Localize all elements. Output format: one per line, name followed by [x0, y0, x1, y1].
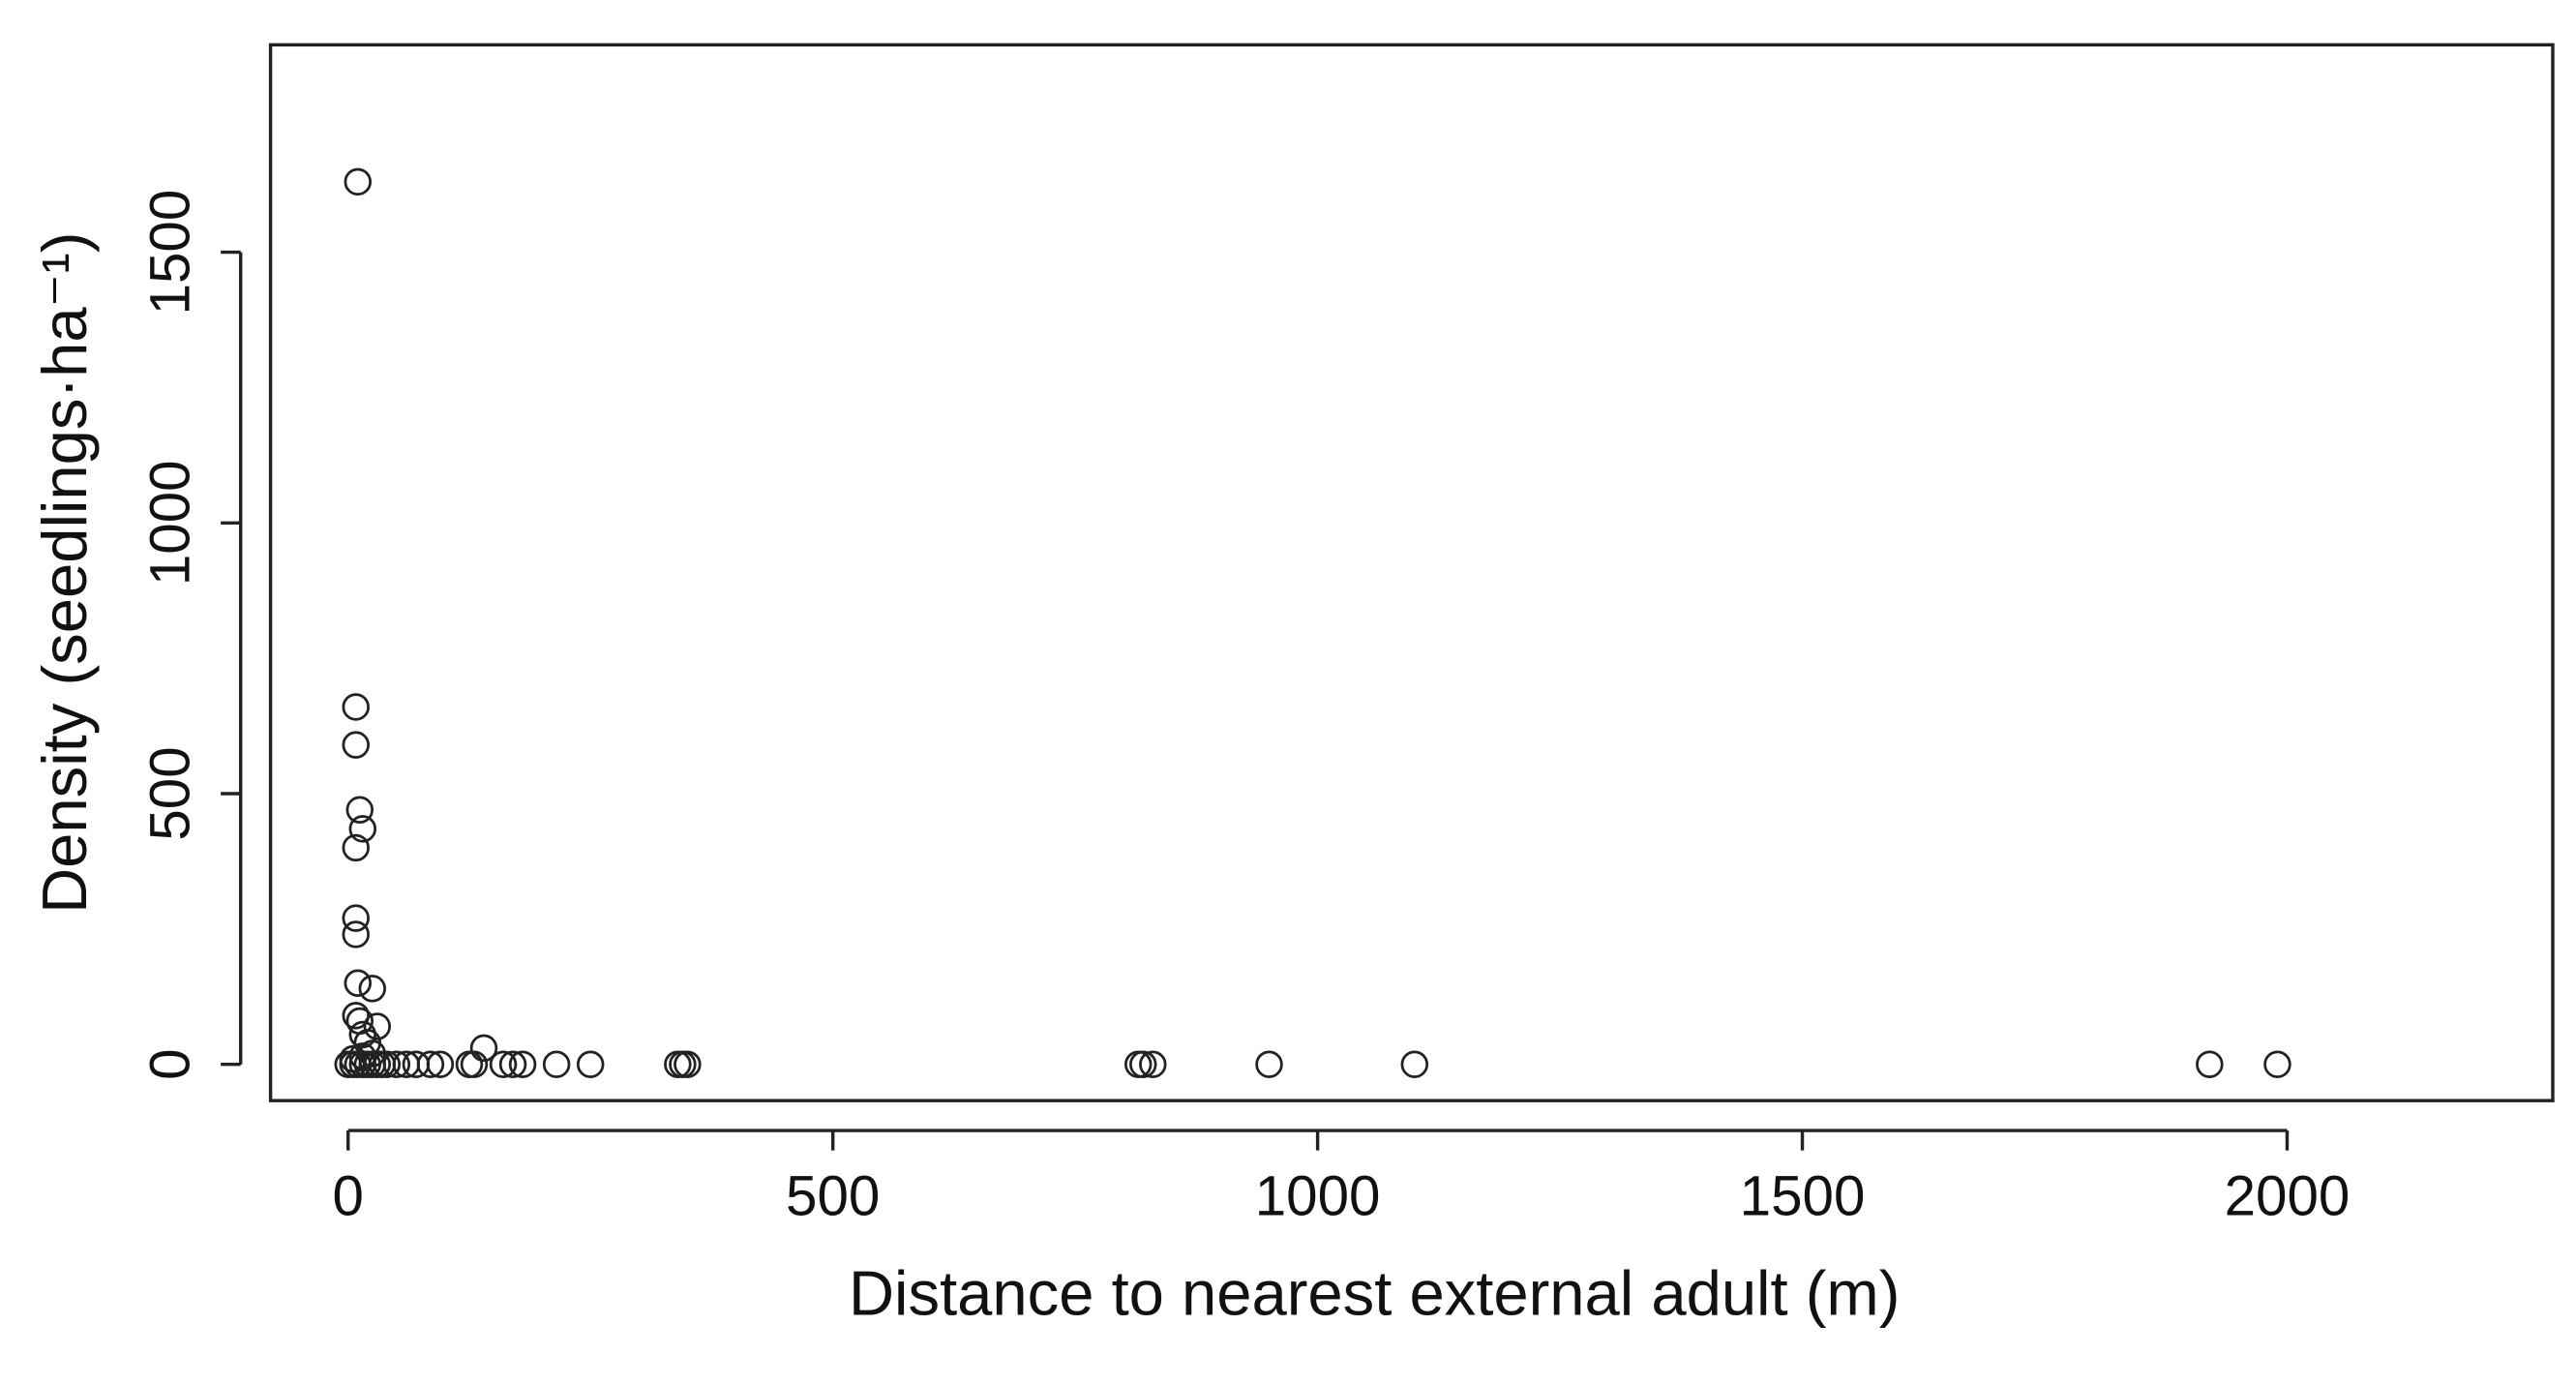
point — [489, 1050, 518, 1078]
point — [342, 833, 370, 862]
point — [2196, 1050, 2224, 1078]
point — [344, 969, 372, 998]
point — [576, 1050, 605, 1078]
point — [542, 1050, 571, 1078]
point — [342, 904, 370, 932]
x-tick-label: 2000 — [2225, 1165, 2351, 1228]
point — [342, 693, 370, 721]
point — [1139, 1050, 1167, 1078]
point — [344, 167, 372, 196]
point — [469, 1034, 498, 1063]
point — [342, 731, 370, 759]
x-tick-label: 1500 — [1740, 1165, 1866, 1228]
point — [373, 1050, 402, 1078]
point — [508, 1050, 537, 1078]
point — [342, 920, 370, 948]
point — [416, 1050, 445, 1078]
point — [674, 1050, 702, 1078]
point — [1129, 1050, 1157, 1078]
point — [345, 796, 374, 825]
point — [348, 815, 376, 843]
x-tick-label: 0 — [333, 1165, 364, 1228]
point — [382, 1050, 411, 1078]
y-axis-label: Density (seedlings·ha⁻¹) — [29, 232, 100, 914]
point — [498, 1050, 527, 1078]
point — [342, 1002, 370, 1030]
x-tick-label: 500 — [786, 1165, 880, 1228]
y-tick-label: 1500 — [139, 190, 202, 316]
y-tick-label: 1000 — [139, 460, 202, 586]
y-tick-label: 500 — [139, 746, 202, 840]
point — [2263, 1050, 2291, 1078]
point — [426, 1050, 455, 1078]
plot-frame — [268, 43, 2555, 1102]
x-axis-label: Distance to nearest external adult (m) — [849, 1258, 1900, 1329]
point — [358, 975, 387, 1003]
point — [1400, 1050, 1429, 1078]
point — [363, 1012, 392, 1040]
point — [460, 1050, 489, 1078]
x-tick-label: 1000 — [1255, 1165, 1381, 1228]
y-tick-label: 0 — [139, 1048, 202, 1079]
point — [1255, 1050, 1283, 1078]
